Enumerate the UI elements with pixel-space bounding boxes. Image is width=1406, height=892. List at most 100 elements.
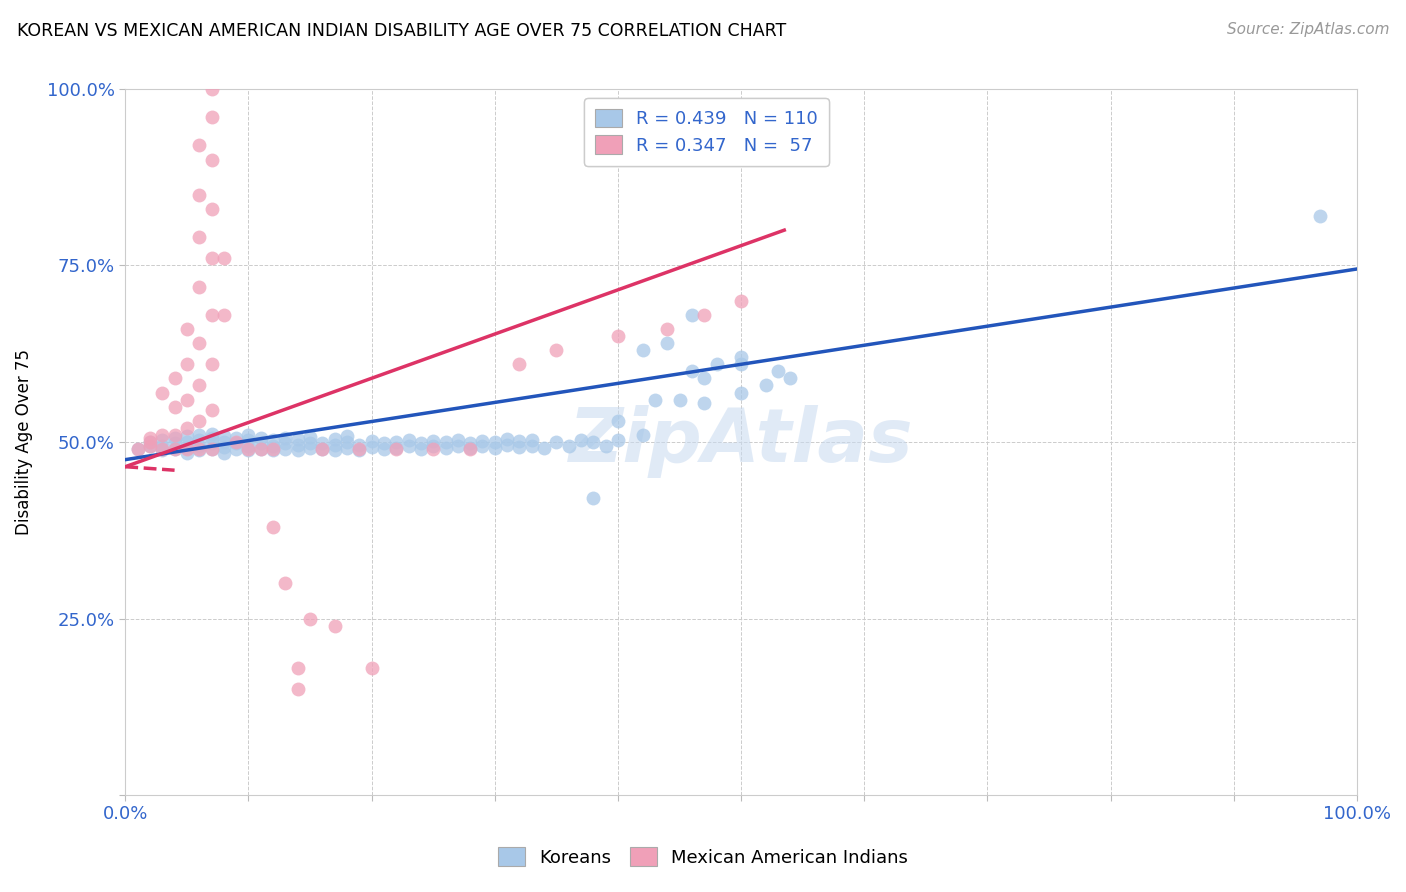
Point <box>176 442 198 456</box>
Point <box>287 443 309 458</box>
Point <box>176 392 198 407</box>
Point <box>360 440 382 454</box>
Point <box>163 442 186 456</box>
Point <box>212 252 235 266</box>
Point <box>508 357 530 371</box>
Point <box>188 378 211 392</box>
Point <box>323 443 346 458</box>
Point <box>546 434 568 449</box>
Point <box>730 357 752 371</box>
Point <box>163 428 186 442</box>
Point <box>681 308 703 322</box>
Point <box>706 357 728 371</box>
Point <box>287 682 309 697</box>
Point <box>422 442 444 456</box>
Point <box>225 434 247 449</box>
Point <box>447 433 470 447</box>
Point <box>163 371 186 385</box>
Point <box>262 443 284 458</box>
Point <box>200 442 222 456</box>
Point <box>238 428 260 442</box>
Point <box>262 433 284 447</box>
Point <box>176 357 198 371</box>
Point <box>323 618 346 632</box>
Point <box>188 433 211 447</box>
Point <box>693 371 716 385</box>
Point <box>657 322 679 336</box>
Point <box>188 230 211 244</box>
Point <box>200 432 222 446</box>
Point <box>176 322 198 336</box>
Point <box>471 439 494 453</box>
Point <box>730 350 752 364</box>
Point <box>238 433 260 447</box>
Point <box>360 434 382 449</box>
Point <box>311 436 333 450</box>
Point <box>631 428 654 442</box>
Point <box>212 445 235 459</box>
Point <box>200 436 222 450</box>
Point <box>176 441 198 455</box>
Point <box>188 336 211 351</box>
Point <box>238 442 260 456</box>
Point <box>730 293 752 308</box>
Point <box>188 443 211 458</box>
Point <box>520 438 543 452</box>
Point <box>287 432 309 446</box>
Point <box>693 308 716 322</box>
Point <box>508 434 530 449</box>
Point <box>200 357 222 371</box>
Point <box>668 392 690 407</box>
Point <box>607 329 630 343</box>
Point <box>607 414 630 428</box>
Point <box>360 661 382 675</box>
Point <box>249 442 271 456</box>
Point <box>631 343 654 358</box>
Point <box>163 432 186 446</box>
Point <box>471 434 494 448</box>
Point <box>212 308 235 322</box>
Text: KOREAN VS MEXICAN AMERICAN INDIAN DISABILITY AGE OVER 75 CORRELATION CHART: KOREAN VS MEXICAN AMERICAN INDIAN DISABI… <box>17 22 786 40</box>
Point <box>188 442 211 456</box>
Point <box>262 442 284 456</box>
Point <box>139 434 162 449</box>
Point <box>176 434 198 449</box>
Point <box>434 441 457 455</box>
Point <box>1309 209 1331 223</box>
Point <box>274 431 297 445</box>
Point <box>311 442 333 456</box>
Legend: Koreans, Mexican American Indians: Koreans, Mexican American Indians <box>491 840 915 874</box>
Point <box>150 443 173 458</box>
Point <box>200 442 222 456</box>
Point <box>200 252 222 266</box>
Point <box>373 436 395 450</box>
Point <box>323 432 346 446</box>
Point <box>139 432 162 446</box>
Y-axis label: Disability Age Over 75: Disability Age Over 75 <box>15 349 32 535</box>
Point <box>188 138 211 153</box>
Point <box>349 438 371 452</box>
Point <box>200 82 222 96</box>
Point <box>336 441 359 455</box>
Point <box>188 187 211 202</box>
Point <box>557 438 579 452</box>
Point <box>299 430 322 444</box>
Point <box>349 443 371 458</box>
Point <box>188 438 211 452</box>
Point <box>458 442 481 456</box>
Point <box>458 442 481 456</box>
Point <box>200 403 222 417</box>
Point <box>657 336 679 351</box>
Point <box>299 442 322 456</box>
Point <box>188 414 211 428</box>
Point <box>188 428 211 442</box>
Point <box>422 439 444 453</box>
Legend: R = 0.439   N = 110, R = 0.347   N =  57: R = 0.439 N = 110, R = 0.347 N = 57 <box>583 98 830 166</box>
Point <box>238 438 260 452</box>
Point <box>274 576 297 591</box>
Point <box>385 434 408 449</box>
Point <box>299 611 322 625</box>
Point <box>569 433 592 447</box>
Point <box>150 385 173 400</box>
Point <box>546 343 568 358</box>
